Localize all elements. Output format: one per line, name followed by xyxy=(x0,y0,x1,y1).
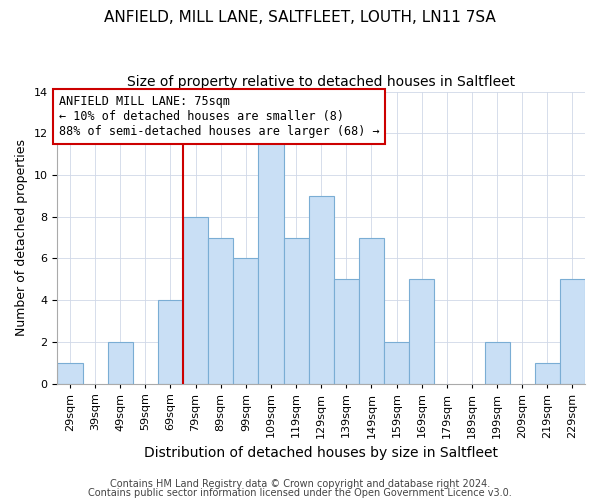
Bar xyxy=(183,216,208,384)
Text: ANFIELD, MILL LANE, SALTFLEET, LOUTH, LN11 7SA: ANFIELD, MILL LANE, SALTFLEET, LOUTH, LN… xyxy=(104,10,496,25)
Bar xyxy=(485,342,509,384)
Bar xyxy=(359,238,384,384)
Bar xyxy=(107,342,133,384)
Bar xyxy=(284,238,308,384)
Bar xyxy=(208,238,233,384)
Bar xyxy=(334,279,359,384)
Bar xyxy=(535,362,560,384)
X-axis label: Distribution of detached houses by size in Saltfleet: Distribution of detached houses by size … xyxy=(144,446,498,460)
Bar xyxy=(384,342,409,384)
Bar xyxy=(560,279,585,384)
Text: Contains HM Land Registry data © Crown copyright and database right 2024.: Contains HM Land Registry data © Crown c… xyxy=(110,479,490,489)
Bar xyxy=(259,134,284,384)
Bar xyxy=(409,279,434,384)
Bar xyxy=(158,300,183,384)
Bar xyxy=(233,258,259,384)
Bar xyxy=(58,362,83,384)
Text: ANFIELD MILL LANE: 75sqm
← 10% of detached houses are smaller (8)
88% of semi-de: ANFIELD MILL LANE: 75sqm ← 10% of detach… xyxy=(59,94,379,138)
Bar xyxy=(308,196,334,384)
Title: Size of property relative to detached houses in Saltfleet: Size of property relative to detached ho… xyxy=(127,75,515,89)
Text: Contains public sector information licensed under the Open Government Licence v3: Contains public sector information licen… xyxy=(88,488,512,498)
Y-axis label: Number of detached properties: Number of detached properties xyxy=(15,139,28,336)
